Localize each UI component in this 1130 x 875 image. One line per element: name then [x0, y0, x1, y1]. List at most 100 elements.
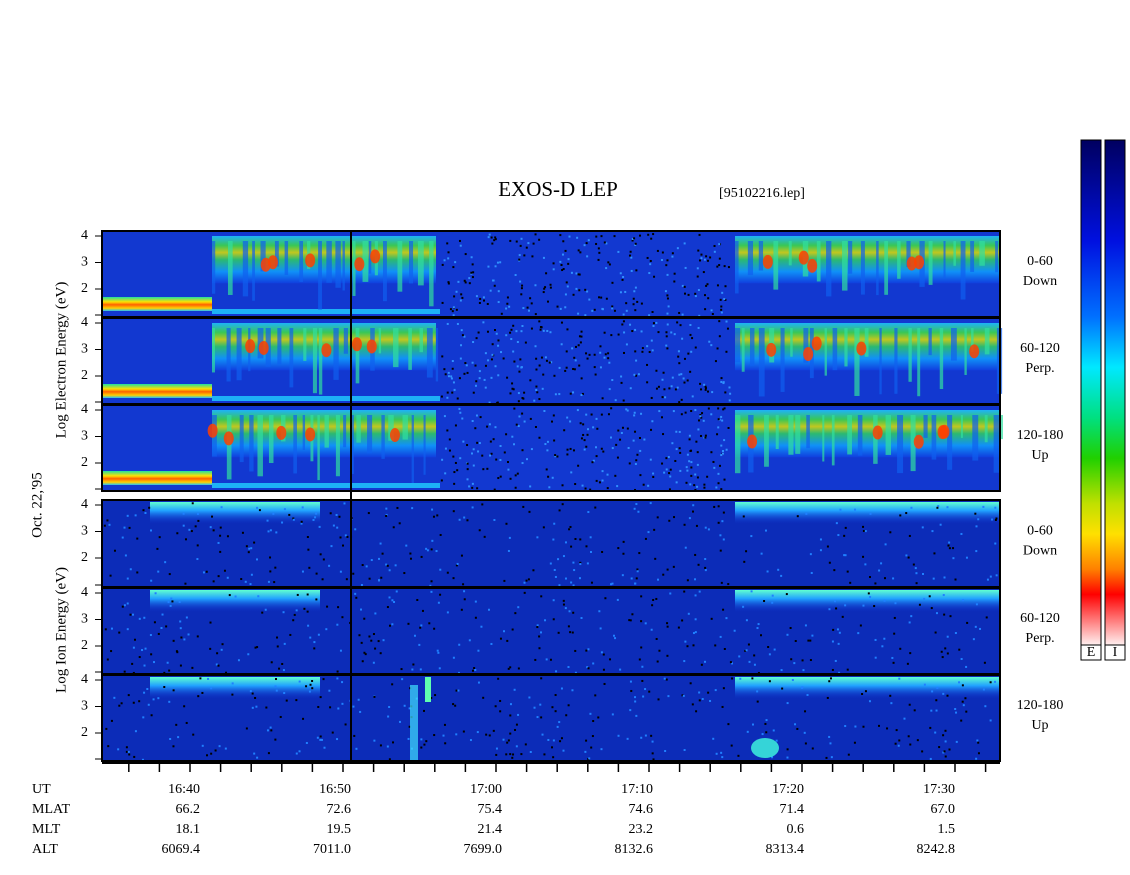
noise-dot [533, 706, 536, 709]
noise-dot [573, 368, 576, 371]
noise-dot [121, 536, 124, 539]
noise-dot [715, 752, 718, 755]
noise-dot [942, 734, 945, 737]
noise-dot [600, 651, 603, 654]
noise-dot [704, 558, 707, 561]
noise-dot [388, 758, 391, 761]
noise-dot [899, 647, 902, 650]
noise-dot [150, 579, 153, 582]
noise-dot [503, 579, 506, 582]
noise-dot [958, 648, 961, 651]
noise-dot [205, 570, 208, 573]
noise-dot [667, 456, 670, 459]
noise-dot [497, 344, 500, 347]
noise-dot [157, 697, 160, 700]
noise-dot [867, 592, 870, 595]
noise-dot [326, 605, 329, 608]
stripe [419, 328, 423, 353]
noise-dot [630, 577, 633, 580]
noise-dot [459, 411, 462, 414]
noise-dot [604, 353, 607, 356]
noise-dot [518, 258, 521, 261]
noise-dot [908, 703, 911, 706]
noise-dot [523, 391, 526, 394]
noise-dot [713, 244, 716, 247]
noise-dot [534, 313, 537, 316]
noise-dot [138, 656, 141, 659]
noise-dot [110, 719, 113, 722]
noise-dot [698, 233, 701, 236]
noise-dot [278, 667, 281, 670]
noise-dot [484, 386, 487, 389]
noise-dot [729, 661, 732, 664]
energy-tick-label: 2 [81, 368, 88, 383]
noise-dot [509, 753, 512, 756]
noise-dot [251, 706, 254, 709]
noise-dot [228, 594, 231, 597]
noise-dot [507, 468, 510, 471]
noise-dot [648, 272, 651, 275]
noise-dot [652, 324, 655, 327]
noise-dot [686, 379, 689, 382]
noise-dot [170, 597, 173, 600]
noise-dot [751, 723, 754, 726]
noise-dot [308, 566, 311, 569]
noise-dot [104, 628, 107, 631]
noise-dot [651, 420, 654, 423]
noise-dot [663, 677, 666, 680]
noise-dot [542, 291, 545, 294]
noise-dot [696, 275, 699, 278]
noise-dot [697, 428, 700, 431]
noise-dot [633, 237, 636, 240]
noise-dot [765, 719, 768, 722]
noise-dot [449, 308, 452, 311]
noise-dot [212, 529, 215, 532]
noise-dot [283, 692, 286, 695]
noise-dot [462, 583, 465, 586]
noise-dot [586, 290, 589, 293]
noise-dot [359, 710, 362, 713]
noise-dot [552, 618, 555, 621]
noise-dot [893, 616, 896, 619]
stripe [984, 415, 988, 443]
noise-dot [164, 561, 167, 564]
noise-dot [367, 512, 370, 515]
noise-dot [256, 756, 259, 759]
noise-dot [839, 508, 842, 511]
noise-dot [697, 289, 700, 292]
stripe [971, 328, 974, 353]
noise-dot [679, 451, 682, 454]
noise-dot [510, 328, 513, 331]
noise-dot [828, 561, 831, 564]
noise-dot [562, 240, 565, 243]
noise-dot [921, 750, 924, 753]
noise-dot [743, 560, 746, 563]
noise-dot [676, 386, 679, 389]
noise-dot [506, 302, 509, 305]
noise-dot [423, 743, 426, 746]
noise-dot [589, 551, 592, 554]
noise-dot [834, 659, 837, 662]
noise-dot [436, 514, 439, 517]
noise-dot [710, 413, 713, 416]
noise-dot [663, 471, 666, 474]
noise-dot [979, 627, 982, 630]
direction-label: Down [1023, 544, 1057, 559]
noise-dot [447, 281, 450, 284]
noise-dot [553, 522, 556, 525]
noise-dot [554, 694, 557, 697]
noise-dot [684, 546, 687, 549]
noise-dot [625, 309, 628, 312]
noise-dot [313, 641, 316, 644]
noise-dot [635, 269, 638, 272]
noise-dot [982, 688, 985, 691]
noise-dot [370, 639, 373, 642]
noise-dot [570, 581, 573, 584]
noise-dot [459, 299, 462, 302]
noise-dot [446, 396, 449, 399]
top-band [735, 677, 1000, 699]
noise-dot [588, 757, 591, 760]
noise-dot [391, 599, 394, 602]
stripe [999, 415, 1003, 440]
noise-dot [474, 600, 477, 603]
